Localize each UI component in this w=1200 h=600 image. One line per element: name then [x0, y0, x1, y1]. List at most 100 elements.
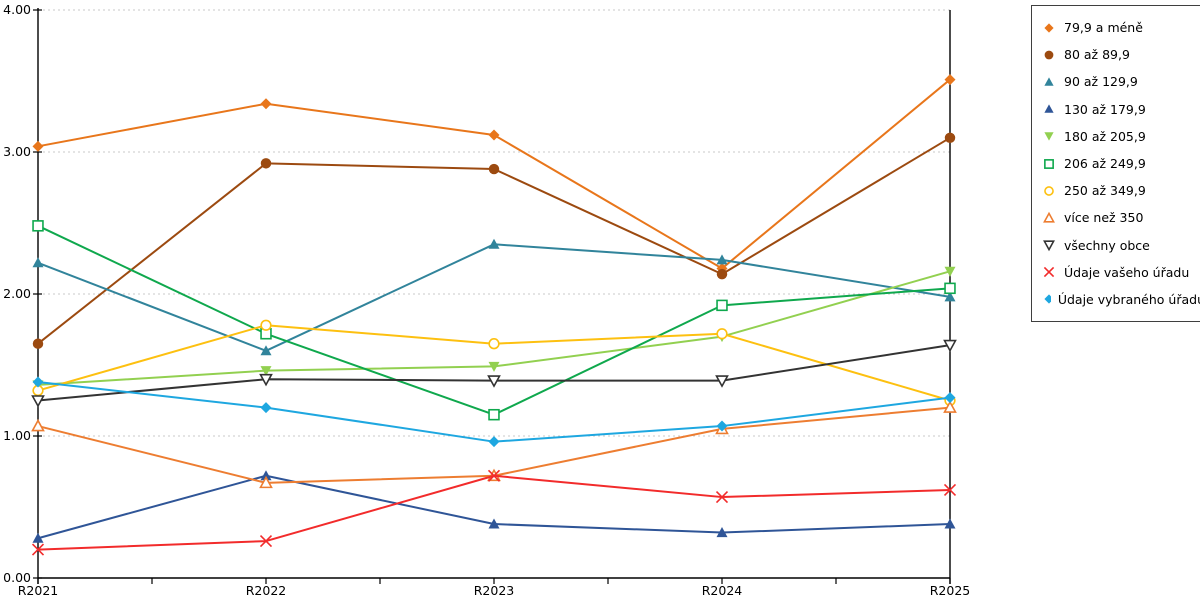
marker-square-open-icon [488, 408, 500, 421]
legend-item-8: všechny obce [1041, 232, 1200, 259]
legend-triangle-up-open-icon [1043, 211, 1055, 223]
marker-circle-icon [1044, 50, 1054, 60]
marker-triangle-up-icon [32, 257, 44, 268]
data-point [944, 132, 956, 144]
marker-triangle-down-open-icon [715, 375, 729, 388]
data-point [260, 402, 272, 414]
marker-triangle-up-icon [944, 518, 956, 529]
y-tick-label: 4.00 [3, 2, 31, 17]
data-point [944, 291, 956, 302]
legend-square-open-icon [1044, 158, 1054, 169]
marker-circle-icon [260, 158, 272, 169]
marker-diamond-icon [1044, 22, 1054, 33]
legend-marker [1044, 158, 1054, 169]
data-point [716, 527, 728, 538]
data-point [943, 483, 957, 497]
legend-marker [1044, 50, 1054, 60]
x-tick-label: R2022 [246, 583, 287, 598]
legend-triangle-down-open-icon [1043, 240, 1055, 252]
marker-circle-icon [488, 163, 500, 175]
legend-item-1: 80 až 89,9 [1041, 41, 1200, 68]
marker-x-icon [715, 490, 729, 504]
series-6 [32, 319, 956, 407]
marker-triangle-up-icon [1044, 104, 1054, 113]
x-tick-label: R2024 [702, 583, 743, 598]
legend-triangle-down-filled-icon [1044, 132, 1054, 141]
legend-item-2: 90 až 129,9 [1041, 68, 1200, 95]
legend-item-4: 180 až 205,9 [1041, 123, 1200, 150]
marker-square-open-icon [32, 220, 44, 232]
legend-triangle-up-filled-icon [1044, 77, 1054, 86]
marker-square-open-icon [1044, 158, 1054, 169]
legend-marker [1044, 132, 1054, 141]
data-point [260, 470, 272, 481]
data-point [32, 140, 44, 152]
legend-item-label: Údaje vybraného úřadu [1057, 291, 1200, 307]
data-point [31, 418, 45, 432]
legend-circle-filled-icon [1044, 50, 1054, 60]
legend-item-label: 206 až 249,9 [1064, 156, 1146, 172]
data-point [488, 163, 500, 175]
data-point [716, 328, 728, 340]
data-point [487, 469, 501, 482]
legend-item-9: Údaje vašeho úřadu [1041, 259, 1200, 286]
data-point [260, 366, 272, 377]
marker-triangle-down-open-icon [31, 395, 45, 408]
legend-item-5: 206 až 249,9 [1041, 150, 1200, 177]
series-3 [32, 470, 956, 543]
marker-diamond-icon [260, 98, 272, 110]
series-layer [31, 74, 957, 556]
marker-triangle-up-icon [716, 254, 728, 265]
data-point [944, 74, 956, 86]
data-point [31, 543, 45, 556]
marker-diamond-icon [1044, 294, 1051, 305]
data-point [488, 129, 500, 141]
marker-circle-open-icon [716, 328, 728, 340]
series-2 [32, 238, 956, 356]
data-point [488, 361, 500, 372]
legend-item-label: více než 350 [1064, 210, 1144, 226]
marker-circle-open-icon [488, 338, 500, 350]
data-point [944, 266, 956, 277]
data-point [715, 375, 729, 388]
legend-marker [1043, 211, 1055, 223]
legend-item-label: 250 až 349,9 [1064, 183, 1146, 199]
marker-triangle-down-open-icon [943, 339, 957, 353]
marker-diamond-icon [32, 376, 44, 388]
marker-triangle-up-open-icon [1043, 211, 1055, 223]
data-point [32, 376, 44, 388]
marker-circle-icon [944, 132, 956, 144]
legend-item-6: 250 až 349,9 [1041, 177, 1200, 204]
legend-item-label: 79,9 a méně [1064, 20, 1143, 36]
marker-triangle-down-open-icon [259, 373, 273, 387]
marker-triangle-up-icon [944, 291, 956, 302]
marker-triangle-up-open-icon [943, 400, 957, 413]
data-point [716, 268, 728, 280]
data-point [259, 535, 273, 548]
data-point [32, 257, 44, 268]
legend-item-10: Údaje vybraného úřadu [1041, 286, 1200, 313]
axis-labels: 0.00 1.00 2.00 3.00 4.00 R2021 R2022 R2023 R2024… [3, 2, 970, 598]
data-point [260, 319, 272, 331]
series-8 [31, 339, 957, 408]
marker-triangle-up-icon [32, 532, 44, 543]
data-point [260, 98, 272, 110]
marker-diamond-icon [260, 402, 272, 414]
legend-marker [1044, 104, 1054, 113]
legend-item-label: 80 až 89,9 [1064, 47, 1130, 63]
data-point [488, 408, 500, 421]
legend-marker [1044, 294, 1051, 305]
marker-triangle-down-open-icon [487, 375, 501, 388]
legend-marker [1044, 77, 1054, 86]
legend-x-icon [1043, 267, 1055, 278]
data-point [488, 338, 500, 350]
data-point [260, 345, 272, 356]
marker-diamond-icon [32, 140, 44, 152]
legend-marker [1044, 185, 1054, 196]
data-point [716, 299, 728, 312]
data-point [32, 338, 44, 349]
series-0 [32, 74, 956, 274]
marker-triangle-down-icon [944, 266, 956, 277]
marker-square-open-icon [944, 282, 956, 295]
legend-item-3: 130 až 179,9 [1041, 96, 1200, 123]
